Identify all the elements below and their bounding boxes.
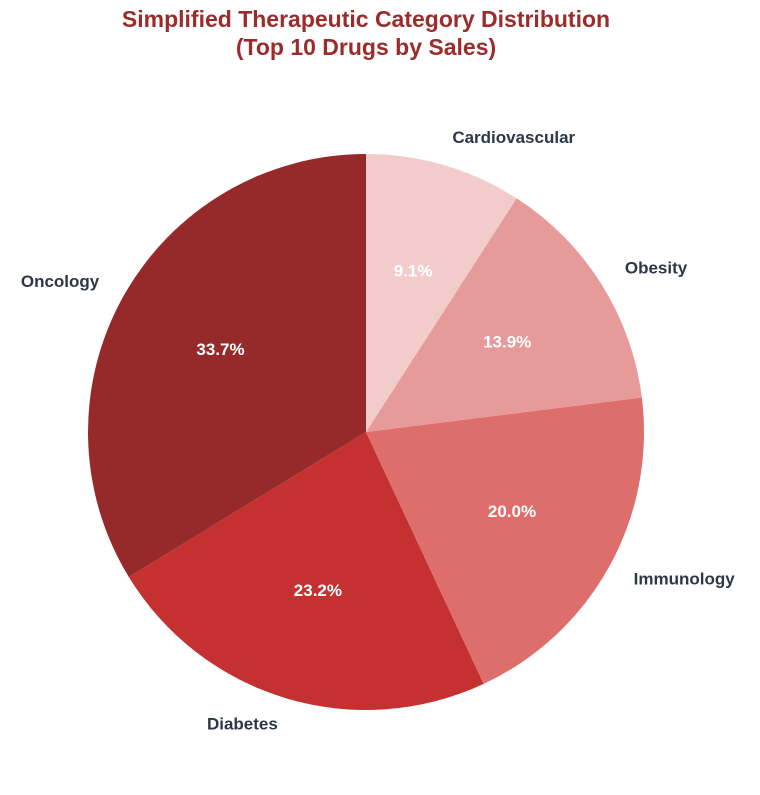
pie-slice <box>366 198 642 432</box>
value-label: 13.9% <box>483 333 531 352</box>
value-label: 9.1% <box>394 261 433 280</box>
chart-title: (Top 10 Drugs by Sales) <box>236 34 496 60</box>
slice-label: Cardiovascular <box>452 128 575 147</box>
pie-slice <box>366 154 517 432</box>
pie-slice <box>88 154 366 578</box>
slice-label: Oncology <box>21 272 100 291</box>
slice-label: Obesity <box>625 259 688 278</box>
slice-label: Immunology <box>634 569 736 588</box>
chart-title: Simplified Therapeutic Category Distribu… <box>122 6 610 32</box>
pie-slice <box>128 432 484 711</box>
value-label: 20.0% <box>488 502 536 521</box>
value-label: 33.7% <box>196 340 244 359</box>
value-label: 23.2% <box>294 581 342 600</box>
pie-slice <box>366 397 644 684</box>
slice-label: Diabetes <box>207 714 278 733</box>
